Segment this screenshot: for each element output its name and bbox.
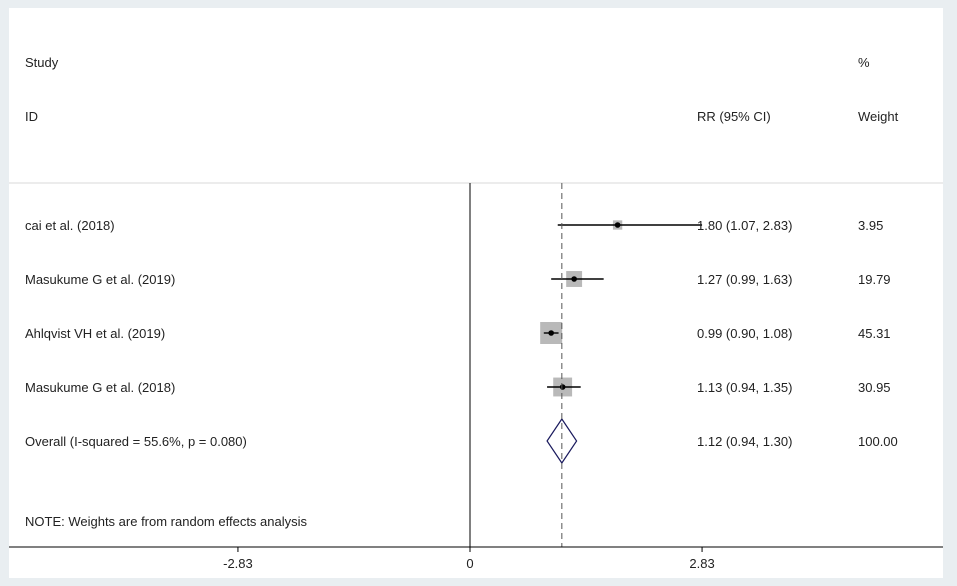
overall-label: Overall (I-squared = 55.6%, p = 0.080) — [25, 434, 247, 449]
note-text: NOTE: Weights are from random effects an… — [25, 514, 308, 529]
weight-header-line2: Weight — [858, 109, 899, 124]
study-label: Masukume G et al. (2019) — [25, 272, 175, 287]
overall-diamond — [546, 417, 578, 465]
weight-text: 45.31 — [858, 326, 891, 341]
study-header-line2: ID — [25, 109, 38, 124]
x-tick-label: 2.83 — [689, 556, 714, 571]
x-tick: 0 — [466, 547, 474, 571]
overall-weight-text: 100.00 — [858, 434, 898, 449]
overall-rr-ci-text: 1.12 (0.94, 1.30) — [697, 434, 792, 449]
effect-header: RR (95% CI) — [697, 109, 771, 124]
point-estimate — [614, 222, 621, 228]
study-label: Masukume G et al. (2018) — [25, 380, 175, 395]
rr-ci-text: 1.80 (1.07, 2.83) — [697, 218, 792, 233]
x-tick: -2.83 — [223, 547, 253, 571]
weight-text: 19.79 — [858, 272, 891, 287]
study-row: Masukume G et al. (2019) 1.27 (0.99, 1.63… — [25, 271, 891, 287]
weight-text: 3.95 — [858, 218, 883, 233]
rr-ci-text: 1.27 (0.99, 1.63) — [697, 272, 792, 287]
x-tick-label: -2.83 — [223, 556, 253, 571]
x-tick-label: 0 — [466, 556, 473, 571]
forest-plot-frame: Study ID RR (95% CI) % Weight cai et al.… — [9, 8, 943, 578]
point-estimate — [571, 276, 577, 282]
rr-ci-text: 0.99 (0.90, 1.08) — [697, 326, 792, 341]
study-row: Masukume G et al. (2018) 1.13 (0.94, 1.35… — [25, 377, 891, 397]
rr-ci-text: 1.13 (0.94, 1.35) — [697, 380, 792, 395]
point-estimate — [559, 384, 566, 390]
point-estimate — [548, 330, 554, 336]
study-header-line1: Study — [25, 55, 59, 70]
study-row: Ahlqvist VH et al. (2019) 0.99 (0.90, 1.0… — [25, 322, 891, 344]
study-label: Ahlqvist VH et al. (2019) — [25, 326, 165, 341]
study-label: cai et al. (2018) — [25, 218, 115, 233]
overall-row: Overall (I-squared = 55.6%, p = 0.080) 1.… — [25, 417, 898, 465]
study-row: cai et al. (2018) 1.80 (1.07, 2.83) 3.95 — [25, 218, 883, 233]
x-tick: 2.83 — [689, 547, 715, 571]
weight-header-line1: % — [858, 55, 870, 70]
weight-text: 30.95 — [858, 380, 891, 395]
forest-plot: Study ID RR (95% CI) % Weight cai et al.… — [9, 55, 943, 571]
